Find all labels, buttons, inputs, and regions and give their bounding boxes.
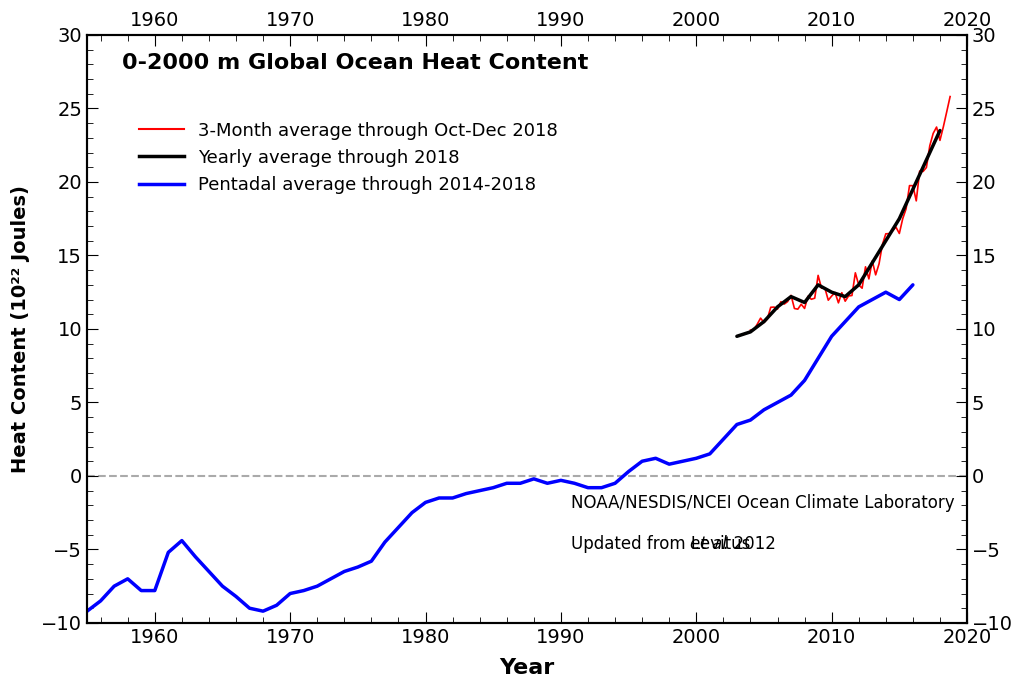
Text: Updated from Levitus: Updated from Levitus bbox=[571, 535, 756, 553]
Text: 0-2000 m Global Ocean Heat Content: 0-2000 m Global Ocean Heat Content bbox=[122, 52, 589, 72]
Legend: 3-Month average through Oct-Dec 2018, Yearly average through 2018, Pentadal aver: 3-Month average through Oct-Dec 2018, Ye… bbox=[131, 114, 565, 201]
Text: NOAA/NESDIS/NCEI Ocean Climate Laboratory: NOAA/NESDIS/NCEI Ocean Climate Laborator… bbox=[571, 493, 954, 511]
Y-axis label: Heat Content (10²² Joules): Heat Content (10²² Joules) bbox=[11, 185, 30, 473]
X-axis label: Year: Year bbox=[500, 658, 555, 678]
Text: . 2012: . 2012 bbox=[723, 535, 776, 553]
Text: et al: et al bbox=[690, 535, 727, 553]
